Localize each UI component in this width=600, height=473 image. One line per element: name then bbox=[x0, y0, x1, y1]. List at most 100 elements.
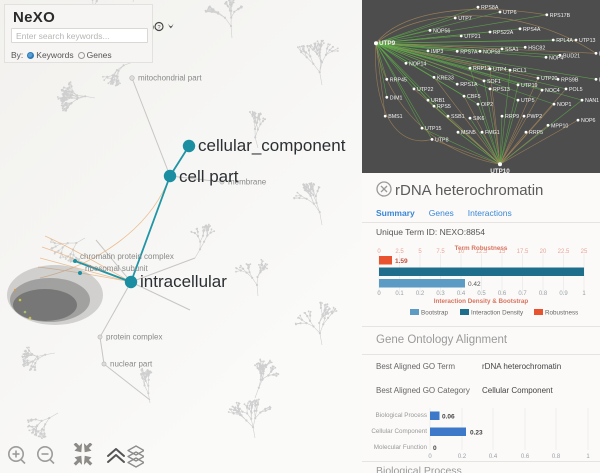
svg-text:DIM1: DIM1 bbox=[390, 95, 403, 101]
svg-text:RRP12: RRP12 bbox=[473, 66, 490, 72]
svg-text:Interaction Density & Bootstra: Interaction Density & Bootstrap bbox=[434, 298, 529, 305]
svg-text:nuclear part: nuclear part bbox=[110, 360, 153, 369]
svg-text:UTP9: UTP9 bbox=[379, 40, 396, 47]
svg-text:15: 15 bbox=[499, 249, 506, 255]
svg-text:FMG1: FMG1 bbox=[485, 130, 500, 136]
svg-text:RRP45: RRP45 bbox=[390, 77, 407, 83]
svg-text:0.6: 0.6 bbox=[521, 454, 530, 460]
svg-text:intracellular: intracellular bbox=[140, 272, 227, 291]
svg-text:protein complex: protein complex bbox=[106, 333, 162, 342]
svg-text:UTP5: UTP5 bbox=[521, 98, 535, 104]
svg-text:POL5: POL5 bbox=[569, 87, 583, 93]
svg-text:NOP58: NOP58 bbox=[483, 49, 500, 55]
svg-text:UTP15: UTP15 bbox=[425, 126, 442, 132]
svg-text:SOF1: SOF1 bbox=[487, 79, 501, 85]
svg-text:17.5: 17.5 bbox=[517, 249, 529, 255]
svg-text:RPS7A: RPS7A bbox=[460, 49, 478, 55]
svg-text:Interaction Density: Interaction Density bbox=[471, 310, 524, 317]
svg-text:RPS1A: RPS1A bbox=[460, 82, 478, 88]
svg-text:UTP20: UTP20 bbox=[541, 76, 558, 82]
svg-text:5: 5 bbox=[418, 249, 422, 255]
svg-text:0.8: 0.8 bbox=[539, 291, 548, 297]
svg-text:Biological Process: Biological Process bbox=[376, 412, 427, 419]
svg-text:cell part: cell part bbox=[179, 167, 239, 186]
svg-text:UTP8: UTP8 bbox=[435, 137, 449, 143]
svg-text:HSC82: HSC82 bbox=[528, 45, 545, 51]
svg-text:IMP3: IMP3 bbox=[431, 49, 443, 55]
svg-text:1.59: 1.59 bbox=[395, 258, 408, 265]
svg-text:BUD21: BUD21 bbox=[563, 53, 580, 59]
svg-text:Molecular Function: Molecular Function bbox=[374, 444, 428, 451]
svg-text:SSB1: SSB1 bbox=[451, 114, 465, 120]
svg-text:cellular_component: cellular_component bbox=[198, 136, 346, 155]
svg-text:ribosomal subunit: ribosomal subunit bbox=[85, 264, 148, 273]
svg-text:Robustness: Robustness bbox=[545, 310, 578, 317]
svg-text:0.8: 0.8 bbox=[552, 454, 561, 460]
svg-text:7.5: 7.5 bbox=[436, 249, 445, 255]
svg-text:RCL1: RCL1 bbox=[513, 68, 527, 74]
svg-text:RPS8A: RPS8A bbox=[481, 5, 499, 11]
svg-text:RPS4A: RPS4A bbox=[523, 27, 541, 33]
svg-text:RPS9B: RPS9B bbox=[561, 77, 579, 83]
svg-text:OIP2: OIP2 bbox=[481, 102, 493, 108]
svg-text:RPL4A: RPL4A bbox=[556, 38, 573, 44]
svg-text:0.4: 0.4 bbox=[489, 454, 498, 460]
svg-text:0.4: 0.4 bbox=[457, 291, 466, 297]
svg-text:0.42: 0.42 bbox=[468, 281, 481, 288]
svg-text:0.2: 0.2 bbox=[416, 291, 425, 297]
svg-text:KRE33: KRE33 bbox=[437, 75, 454, 81]
svg-text:0.06: 0.06 bbox=[442, 414, 455, 421]
svg-text:PWP2: PWP2 bbox=[527, 114, 542, 120]
svg-text:0.7: 0.7 bbox=[518, 291, 527, 297]
svg-text:?: ? bbox=[157, 25, 160, 31]
svg-text:1: 1 bbox=[586, 454, 590, 460]
svg-text:RRP5: RRP5 bbox=[529, 130, 543, 136]
svg-text:NOP56: NOP56 bbox=[433, 28, 450, 34]
svg-text:0: 0 bbox=[428, 454, 432, 460]
svg-text:BMS1: BMS1 bbox=[388, 114, 402, 120]
svg-text:MPP10: MPP10 bbox=[551, 123, 568, 129]
svg-text:0: 0 bbox=[433, 445, 437, 452]
svg-text:chromatin protein complex: chromatin protein complex bbox=[80, 252, 174, 261]
svg-text:0.3: 0.3 bbox=[436, 291, 445, 297]
svg-text:Cellular Component: Cellular Component bbox=[371, 428, 427, 435]
svg-text:NOC4: NOC4 bbox=[545, 88, 560, 94]
svg-text:NOP14: NOP14 bbox=[409, 61, 426, 67]
svg-text:NAN1: NAN1 bbox=[585, 98, 599, 104]
svg-text:10: 10 bbox=[458, 249, 465, 255]
svg-text:UTP22: UTP22 bbox=[417, 87, 434, 93]
svg-text:Bootstrap: Bootstrap bbox=[421, 310, 448, 317]
svg-text:RPS5: RPS5 bbox=[437, 104, 451, 110]
svg-text:UTP6: UTP6 bbox=[503, 10, 517, 16]
svg-text:UTP10: UTP10 bbox=[490, 168, 510, 173]
svg-text:0.1: 0.1 bbox=[395, 291, 404, 297]
svg-text:RPS17B: RPS17B bbox=[550, 13, 571, 19]
svg-text:RPS22A: RPS22A bbox=[493, 30, 514, 36]
svg-text:RPS13: RPS13 bbox=[493, 87, 510, 93]
svg-text:0: 0 bbox=[377, 249, 381, 255]
svg-text:12.5: 12.5 bbox=[476, 249, 488, 255]
svg-text:20: 20 bbox=[540, 249, 547, 255]
svg-text:1: 1 bbox=[582, 291, 586, 297]
svg-text:NOP6: NOP6 bbox=[581, 118, 595, 124]
svg-text:RRP9: RRP9 bbox=[505, 114, 519, 120]
svg-text:0.2: 0.2 bbox=[458, 454, 467, 460]
svg-text:2.5: 2.5 bbox=[395, 249, 404, 255]
svg-text:NOP1: NOP1 bbox=[557, 102, 571, 108]
svg-text:NOP4: NOP4 bbox=[549, 55, 563, 61]
svg-text:0.23: 0.23 bbox=[470, 430, 483, 437]
svg-text:SSA1: SSA1 bbox=[505, 47, 519, 53]
svg-text:UTP4: UTP4 bbox=[493, 67, 507, 73]
svg-text:UTP7: UTP7 bbox=[458, 16, 472, 22]
svg-text:22.5: 22.5 bbox=[558, 249, 570, 255]
svg-text:mitochondrial part: mitochondrial part bbox=[138, 74, 202, 83]
svg-text:0.6: 0.6 bbox=[498, 291, 507, 297]
svg-text:SIK6: SIK6 bbox=[473, 116, 485, 122]
svg-text:25: 25 bbox=[581, 249, 588, 255]
svg-text:UTP13: UTP13 bbox=[579, 38, 596, 44]
svg-text:0: 0 bbox=[377, 291, 381, 297]
svg-text:UTP21: UTP21 bbox=[464, 34, 481, 40]
svg-text:0.9: 0.9 bbox=[559, 291, 568, 297]
svg-text:CBF5: CBF5 bbox=[467, 94, 481, 100]
svg-text:MSN5: MSN5 bbox=[461, 130, 476, 136]
